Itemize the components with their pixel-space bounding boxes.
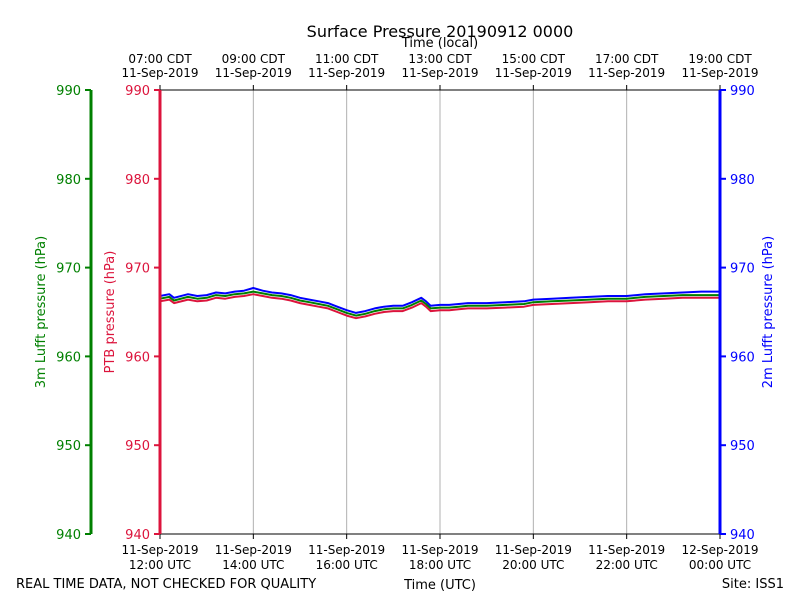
series-lines xyxy=(159,287,720,320)
top-tick-date: 11-Sep-2019 xyxy=(121,66,198,80)
top-tick-time: 19:00 CDT xyxy=(688,52,752,66)
top-tick-time: 13:00 CDT xyxy=(408,52,472,66)
footer-quality-note: REAL TIME DATA, NOT CHECKED FOR QUALITY xyxy=(16,577,316,592)
bottom-tick-time: 22:00 UTC xyxy=(596,558,658,572)
top-tick-date: 11-Sep-2019 xyxy=(588,66,665,80)
top-tick-date: 11-Sep-2019 xyxy=(215,66,292,80)
series-line-1 xyxy=(159,290,720,317)
bottom-tick-time: 14:00 UTC xyxy=(222,558,284,572)
top-tick-time: 17:00 CDT xyxy=(595,52,659,66)
bottom-tick-time: 16:00 UTC xyxy=(316,558,378,572)
y-tick-label: 940 xyxy=(125,528,150,543)
chart-title: Surface Pressure 20190912 0000 xyxy=(307,22,574,41)
y-tick-label: 960 xyxy=(730,350,755,365)
bottom-tick-date: 11-Sep-2019 xyxy=(401,543,478,557)
bottom-tick-date: 11-Sep-2019 xyxy=(588,543,665,557)
bottom-tick-time: 18:00 UTC xyxy=(409,558,471,572)
top-axis-label: Time (local) xyxy=(401,36,478,51)
y-axis-label: 2m Lufft pressure (hPa) xyxy=(761,236,776,388)
y-tick-label: 990 xyxy=(125,84,150,99)
x-axis-label: Time (UTC) xyxy=(403,578,476,593)
series-line-2 xyxy=(159,287,720,314)
y-tick-label: 970 xyxy=(125,262,150,277)
y-tick-label: 950 xyxy=(125,439,150,454)
bottom-tick-date: 11-Sep-2019 xyxy=(215,543,292,557)
y-tick-label: 940 xyxy=(730,528,755,543)
y-tick-label: 980 xyxy=(56,173,81,188)
y-axis-label: 3m Lufft pressure (hPa) xyxy=(34,236,49,388)
bottom-tick-time: 12:00 UTC xyxy=(129,558,191,572)
top-tick-time: 11:00 CDT xyxy=(315,52,379,66)
bottom-tick-time: 00:00 UTC xyxy=(689,558,751,572)
y-tick-label: 980 xyxy=(125,173,150,188)
top-tick-date: 11-Sep-2019 xyxy=(401,66,478,80)
footer-site-label: Site: ISS1 xyxy=(722,577,784,592)
series-line-0 xyxy=(159,293,720,320)
y-tick-label: 960 xyxy=(125,350,150,365)
y-tick-label: 940 xyxy=(56,528,81,543)
y-tick-label: 950 xyxy=(730,439,755,454)
bottom-tick-date: 11-Sep-2019 xyxy=(495,543,572,557)
bottom-tick-date: 12-Sep-2019 xyxy=(681,543,758,557)
top-tick-date: 11-Sep-2019 xyxy=(308,66,385,80)
y-tick-label: 980 xyxy=(730,173,755,188)
y-tick-label: 950 xyxy=(56,439,81,454)
y-tick-label: 970 xyxy=(730,262,755,277)
y-axis-label: PTB pressure (hPa) xyxy=(103,251,118,374)
y-tick-label: 990 xyxy=(56,84,81,99)
y-tick-label: 960 xyxy=(56,350,81,365)
y-tick-label: 990 xyxy=(730,84,755,99)
top-tick-time: 07:00 CDT xyxy=(128,52,192,66)
top-tick-date: 11-Sep-2019 xyxy=(681,66,758,80)
bottom-tick-date: 11-Sep-2019 xyxy=(121,543,198,557)
bottom-tick-date: 11-Sep-2019 xyxy=(308,543,385,557)
top-tick-time: 09:00 CDT xyxy=(222,52,286,66)
top-tick-time: 15:00 CDT xyxy=(502,52,566,66)
bottom-tick-time: 20:00 UTC xyxy=(502,558,564,572)
grid-lines xyxy=(252,90,628,534)
top-tick-date: 11-Sep-2019 xyxy=(495,66,572,80)
y-tick-label: 970 xyxy=(56,262,81,277)
